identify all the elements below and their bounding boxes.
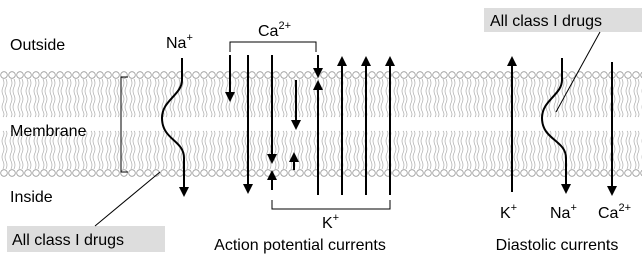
ca-bracket [230,42,316,52]
pointer-line [95,172,160,226]
charge: + [333,212,339,224]
k-label: K+ [322,212,339,232]
membrane-label: Membrane [10,123,87,140]
ca-label: Ca2+ [598,202,631,222]
na-label: Na+ [166,32,193,52]
ion: Na [166,35,187,52]
charge: + [186,32,192,44]
drug-label: All class I drugs [12,232,124,249]
outside-label: Outside [10,37,65,54]
charge: + [511,202,517,214]
diastolic-title: Diastolic currents [496,237,619,254]
ion-current-diagram: Outside Membrane Inside Na+ Ca2+ K+ Acti… [0,0,642,255]
charge: 2+ [618,202,631,214]
membrane [0,70,642,178]
ion: Ca [598,205,619,222]
k-label: K+ [500,202,517,222]
drug-label: All class I drugs [490,13,602,30]
inside-label: Inside [10,189,53,206]
action-potential-title: Action potential currents [214,237,386,254]
charge: + [570,202,576,214]
ion: Na [550,205,571,222]
ion: K [500,205,511,222]
ion: Ca [258,23,279,40]
ca-label: Ca2+ [258,20,291,40]
na-label: Na+ [550,202,577,222]
charge: 2+ [278,20,291,32]
k-bracket [272,200,390,209]
ion: K [322,215,333,232]
